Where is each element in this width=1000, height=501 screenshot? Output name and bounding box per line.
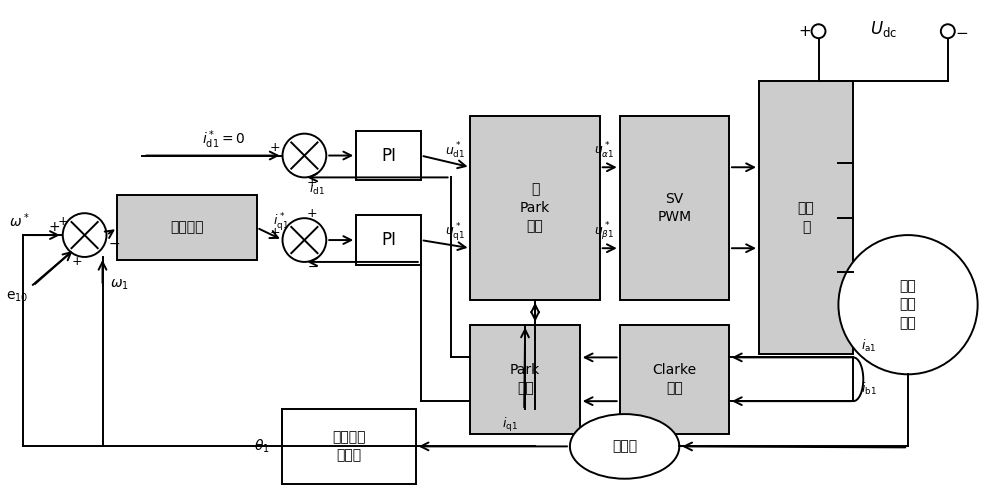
Bar bbox=[356, 131, 421, 180]
Circle shape bbox=[812, 24, 825, 38]
Text: SV
PWM: SV PWM bbox=[657, 191, 691, 224]
Text: $u^*_{\rm d1}$: $u^*_{\rm d1}$ bbox=[445, 141, 465, 161]
Bar bbox=[620, 116, 729, 300]
Text: $i_{\rm a1}$: $i_{\rm a1}$ bbox=[861, 337, 877, 354]
Circle shape bbox=[283, 134, 326, 177]
Text: Clarke
变换: Clarke 变换 bbox=[652, 363, 696, 395]
Bar bbox=[117, 195, 257, 260]
Circle shape bbox=[283, 218, 326, 262]
Text: $i^*_{\rm d1}=0$: $i^*_{\rm d1}=0$ bbox=[202, 128, 245, 151]
Bar bbox=[282, 409, 416, 483]
Text: $\omega^*$: $\omega^*$ bbox=[9, 212, 29, 230]
Text: $\omega_1$: $\omega_1$ bbox=[110, 278, 129, 292]
Text: PI: PI bbox=[381, 231, 396, 249]
Bar bbox=[620, 325, 729, 434]
Text: Park
变换: Park 变换 bbox=[510, 363, 540, 395]
Bar bbox=[759, 81, 853, 354]
Bar bbox=[470, 116, 600, 300]
Text: +: + bbox=[269, 225, 280, 238]
Text: $u^*_{\beta 1}$: $u^*_{\beta 1}$ bbox=[594, 221, 615, 243]
Text: $\mathrm{e}_{10}$: $\mathrm{e}_{10}$ bbox=[6, 290, 28, 304]
Circle shape bbox=[63, 213, 106, 257]
Bar bbox=[356, 215, 421, 265]
Text: $U_{\rm dc}$: $U_{\rm dc}$ bbox=[870, 19, 897, 39]
Text: +: + bbox=[798, 24, 811, 39]
Text: +: + bbox=[71, 256, 82, 269]
Text: +: + bbox=[269, 141, 280, 154]
Text: 编码器: 编码器 bbox=[612, 439, 637, 453]
Text: $i_{\rm d1}$: $i_{\rm d1}$ bbox=[309, 181, 325, 197]
Text: 逆变
器: 逆变 器 bbox=[798, 201, 814, 234]
Text: $u^*_{\rm q1}$: $u^*_{\rm q1}$ bbox=[445, 221, 465, 243]
Ellipse shape bbox=[570, 414, 679, 479]
Text: PI: PI bbox=[381, 146, 396, 164]
Text: $i_{\rm b1}$: $i_{\rm b1}$ bbox=[861, 381, 877, 397]
Text: $-$: $-$ bbox=[955, 24, 968, 39]
Text: +: + bbox=[49, 220, 61, 234]
Bar bbox=[470, 325, 580, 434]
Text: $i^*_{\rm q1}$: $i^*_{\rm q1}$ bbox=[273, 211, 288, 233]
Text: 反
Park
变换: 反 Park 变换 bbox=[520, 182, 550, 233]
Circle shape bbox=[838, 235, 978, 374]
Text: $-$: $-$ bbox=[108, 236, 121, 250]
Text: 位置和速
度检测: 位置和速 度检测 bbox=[332, 430, 365, 462]
Text: $\theta_1$: $\theta_1$ bbox=[254, 438, 270, 455]
Text: $u^*_{\alpha 1}$: $u^*_{\alpha 1}$ bbox=[594, 141, 615, 161]
Text: +: + bbox=[58, 215, 68, 228]
Text: 永磁
同步
电机: 永磁 同步 电机 bbox=[900, 279, 916, 330]
Text: +: + bbox=[307, 176, 318, 189]
Circle shape bbox=[941, 24, 955, 38]
Text: $-$: $-$ bbox=[307, 261, 318, 274]
Text: 积分滑模: 积分滑模 bbox=[170, 220, 204, 234]
Text: $i_{\rm q1}$: $i_{\rm q1}$ bbox=[502, 416, 518, 434]
Text: +: + bbox=[307, 207, 318, 220]
